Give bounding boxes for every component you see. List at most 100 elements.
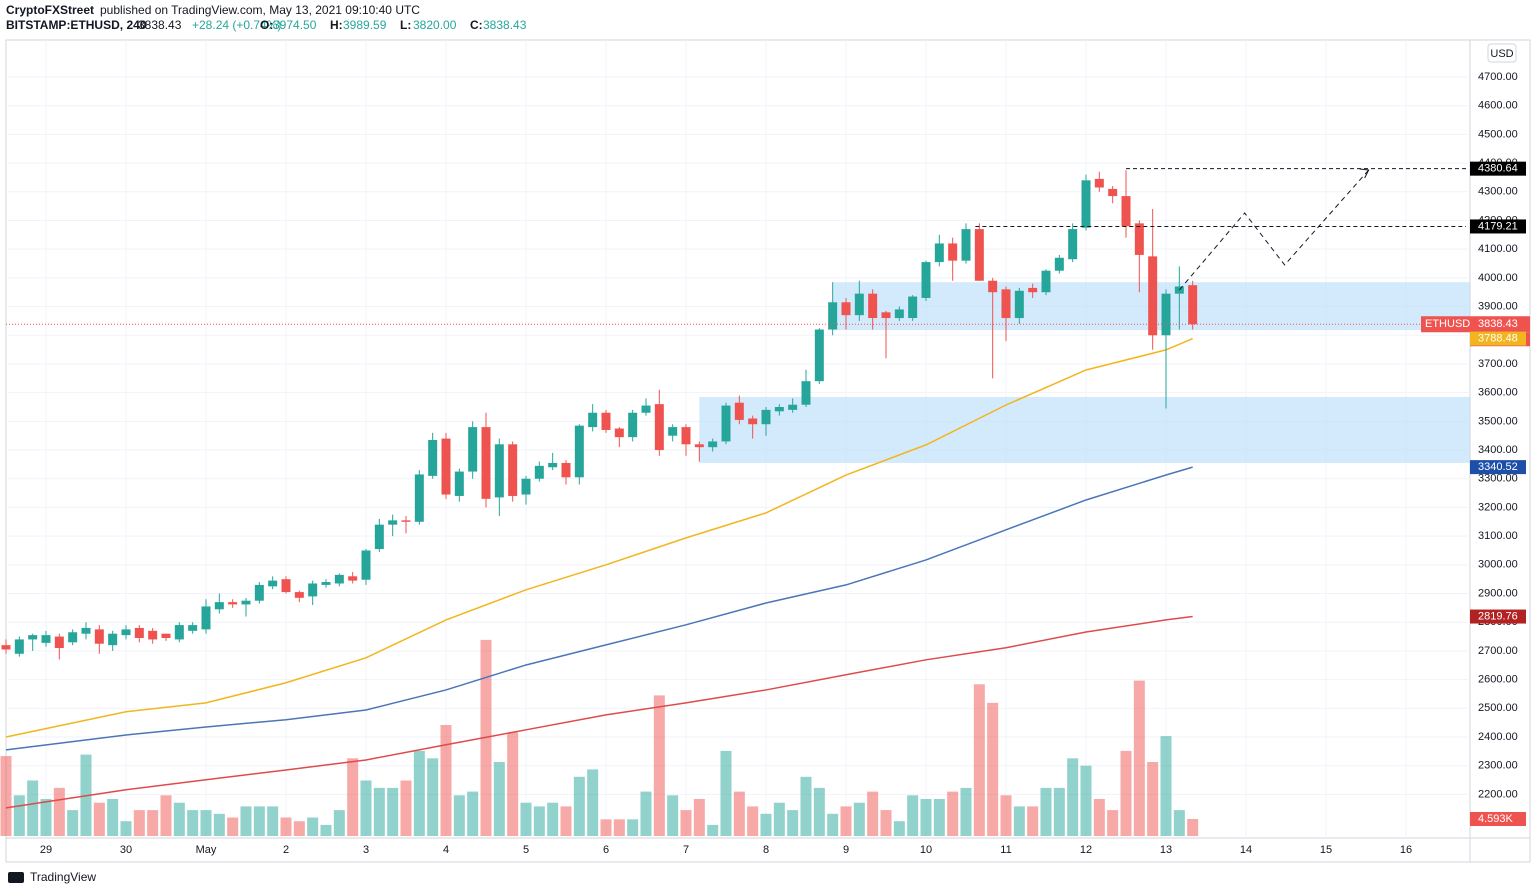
volume-bar [400, 780, 412, 836]
candle-body [281, 579, 291, 593]
currency-button[interactable] [1487, 43, 1517, 63]
volume-bar [547, 802, 559, 836]
candle-body [1188, 285, 1198, 325]
volume-bar [933, 799, 945, 836]
candle-body [894, 309, 904, 319]
x-tick-label: 5 [523, 844, 529, 856]
candle-body [1174, 286, 1184, 294]
volume-bar [760, 813, 772, 836]
candle-body [1014, 290, 1024, 319]
volume-bar [827, 813, 839, 836]
candle-body [414, 474, 424, 522]
volume-bar [1160, 736, 1172, 836]
x-tick-label: 2 [283, 844, 289, 856]
candle-body [508, 444, 518, 496]
candle-body [228, 602, 238, 605]
y-tick-label: 2900.00 [1478, 587, 1518, 599]
candle-body [388, 520, 398, 525]
volume-bar [800, 776, 812, 836]
y-tick-label: 3300.00 [1478, 473, 1518, 485]
volume-bar [867, 791, 879, 836]
volume-bar [533, 806, 545, 836]
volume-bar [227, 817, 239, 836]
volume-bar [213, 813, 225, 836]
y-tick-label: 2300.00 [1478, 760, 1518, 772]
volume-tag [1470, 812, 1526, 827]
candle-body [934, 243, 944, 263]
price-tag-label: 3788.48 [1478, 332, 1518, 344]
volume-bar [173, 802, 185, 836]
y-tick-label: 2200.00 [1478, 788, 1518, 800]
candle-body [614, 428, 624, 438]
volume-bar [707, 824, 719, 836]
price-tag-label: 3340.52 [1478, 461, 1518, 473]
volume-bar [293, 821, 305, 836]
moving-average [5, 466, 1193, 751]
volume-bar [1173, 810, 1185, 836]
currency[interactable]: USD [1490, 48, 1513, 60]
x-tick-label: 10 [920, 844, 932, 856]
y-tick-label: 4300.00 [1478, 186, 1518, 198]
candle-body [868, 293, 878, 319]
footer: TradingView [30, 870, 96, 884]
y-tick-label: 3000.00 [1478, 559, 1518, 571]
x-tick-label: 9 [843, 844, 849, 856]
candle-body [761, 409, 771, 425]
volume-bar [747, 806, 759, 836]
x-tick-label: 15 [1320, 844, 1332, 856]
candle-body [268, 580, 278, 587]
axes: 2200.00 2300.00 2400.00 2500.00 2600.00 2700.… [40, 71, 1530, 856]
candle-body [14, 639, 24, 654]
ohlc-value: 3838.43 [483, 18, 527, 32]
volume-bar [680, 810, 692, 836]
volume-bar [653, 695, 665, 836]
volume-bar [467, 791, 479, 836]
candle-body [374, 524, 384, 550]
price-tag-label: 4179.21 [1478, 220, 1518, 232]
logo [8, 872, 24, 883]
candle-body [841, 302, 851, 316]
last-price-tag [1421, 316, 1530, 333]
candle-body [668, 427, 678, 436]
projection [1178, 169, 1370, 291]
volume [0, 639, 1199, 836]
author: CryptoFXStreet [6, 3, 94, 17]
ohlc-label: L: [400, 18, 411, 32]
candle-body [961, 229, 971, 261]
candle-body [81, 627, 91, 634]
volume-bar [1187, 819, 1199, 836]
candle-body [1054, 257, 1064, 271]
annotations [6, 168, 1470, 325]
candle-body [1161, 293, 1171, 336]
x-tick-label: 11 [1000, 844, 1011, 856]
candle-body [588, 412, 598, 428]
volume-bar [587, 769, 599, 836]
volume-bar [880, 810, 892, 836]
y-tick-label: 3200.00 [1478, 501, 1518, 513]
volume-bar [133, 810, 145, 836]
price-tag [1470, 460, 1526, 475]
volume-bar [1000, 795, 1012, 836]
volume-bar [560, 806, 572, 836]
volume-bar [200, 810, 212, 836]
volume-bar [93, 802, 105, 836]
candle-body [201, 606, 211, 630]
x-tick-label: 4 [443, 844, 449, 856]
volume-bar [413, 750, 425, 836]
candle-body [601, 412, 611, 430]
candle-body [401, 520, 411, 522]
volume-bar [147, 810, 159, 836]
candle-body [94, 629, 104, 644]
volume-bar [280, 817, 292, 836]
candle-body [908, 296, 918, 319]
candle-body [734, 402, 744, 420]
volume-bar [893, 821, 905, 836]
candle-body [1148, 256, 1158, 336]
volume-bar [853, 802, 865, 836]
candle-body [881, 312, 891, 319]
candle-body [1068, 229, 1078, 260]
candle-body [814, 329, 824, 382]
candle-body [254, 584, 264, 601]
candle-body [788, 404, 798, 410]
volume-bar [973, 684, 985, 836]
